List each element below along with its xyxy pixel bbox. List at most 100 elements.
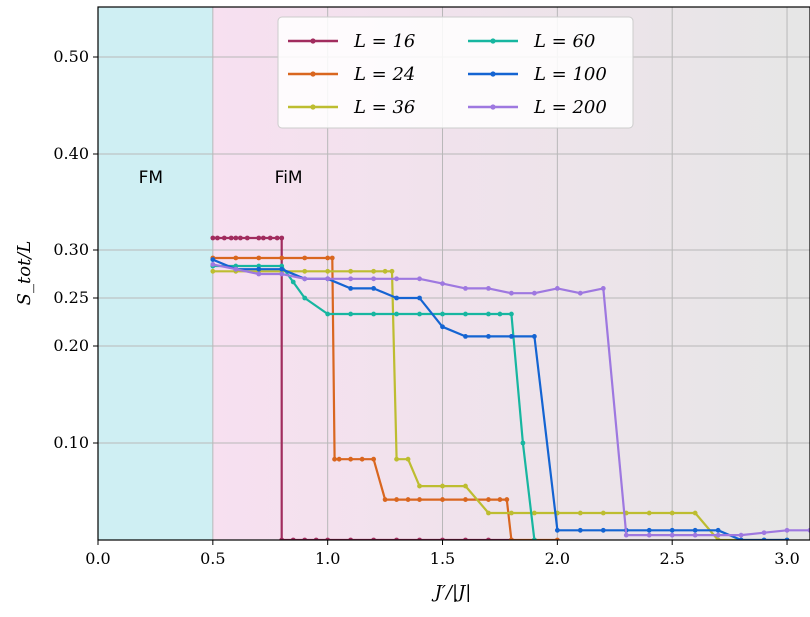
data-point	[405, 497, 411, 502]
data-point	[256, 235, 262, 241]
legend-marker	[310, 38, 316, 44]
data-point	[577, 510, 583, 516]
plot-frame	[97, 6, 810, 541]
legend: L = 16 L = 24 L = 36 L = 60 L = 100 L = 200	[277, 16, 634, 129]
data-point	[290, 279, 296, 285]
data-point	[600, 286, 606, 291]
region-label-fm: FM	[139, 168, 163, 188]
data-point	[440, 281, 445, 286]
region-labels: FM FiM	[139, 168, 303, 188]
data-point	[325, 311, 331, 317]
data-point	[509, 290, 514, 296]
data-point	[486, 510, 491, 516]
data-point	[554, 527, 560, 533]
data-point	[325, 276, 331, 282]
data-point	[371, 456, 377, 462]
data-point	[371, 268, 377, 274]
data-point	[210, 268, 216, 274]
data-point	[669, 527, 675, 533]
y-axis-ticks: 0.10 0.20 0.25 0.30 0.40 0.50	[53, 47, 98, 452]
data-point	[256, 266, 262, 272]
y-tick-label: 0.10	[53, 433, 89, 452]
data-point	[509, 311, 514, 317]
data-point	[497, 311, 503, 317]
data-point	[325, 255, 331, 261]
data-point	[486, 334, 491, 339]
data-point	[382, 497, 388, 502]
data-point	[531, 510, 537, 516]
data-point	[233, 255, 239, 261]
data-point	[692, 510, 698, 516]
data-point	[279, 255, 285, 261]
data-point	[692, 527, 698, 533]
data-point	[279, 235, 285, 241]
data-point	[371, 311, 377, 317]
data-point	[389, 268, 395, 274]
data-point	[210, 235, 216, 241]
data-point	[221, 235, 227, 241]
data-point	[394, 497, 399, 502]
data-point	[646, 510, 652, 516]
data-point	[348, 276, 354, 282]
x-tick-label: 0.0	[85, 549, 110, 568]
data-point	[531, 334, 537, 339]
data-point	[260, 235, 266, 241]
data-point	[440, 483, 445, 489]
data-point	[440, 311, 445, 317]
data-point	[440, 324, 445, 330]
data-point	[371, 286, 377, 291]
data-point	[440, 497, 445, 502]
data-point	[279, 271, 285, 277]
data-point	[329, 255, 335, 261]
x-tick-label: 2.5	[659, 549, 684, 568]
data-point	[279, 266, 285, 272]
data-point	[274, 235, 280, 241]
data-point	[463, 334, 468, 339]
legend-box	[277, 16, 634, 129]
data-point	[463, 286, 468, 291]
data-point	[302, 268, 308, 274]
legend-label: L = 16	[353, 31, 415, 52]
data-point	[256, 255, 262, 261]
data-point	[325, 268, 331, 274]
data-point	[554, 286, 560, 291]
legend-label: L = 36	[353, 97, 415, 118]
legend-label: L = 60	[533, 31, 595, 52]
data-point	[486, 286, 491, 291]
data-point	[267, 235, 273, 241]
data-point	[531, 290, 537, 296]
data-point	[210, 257, 216, 262]
data-point	[348, 311, 354, 317]
x-axis-label: J′/|J|	[431, 582, 472, 603]
legend-marker	[310, 71, 316, 77]
data-point	[509, 334, 514, 339]
data-point	[394, 295, 399, 301]
data-point	[577, 527, 583, 533]
data-point	[215, 235, 220, 241]
data-point	[577, 290, 583, 296]
data-point	[210, 262, 216, 267]
data-point	[336, 456, 342, 462]
data-point	[417, 295, 422, 301]
data-point	[520, 440, 526, 446]
data-point	[646, 532, 652, 538]
y-tick-label: 0.50	[53, 47, 89, 66]
y-tick-label: 0.20	[53, 336, 89, 355]
data-point	[394, 311, 399, 317]
data-point	[394, 276, 399, 282]
data-point	[348, 286, 354, 291]
legend-label: L = 100	[533, 64, 607, 85]
data-point	[371, 276, 377, 282]
data-point	[486, 497, 491, 502]
data-point	[692, 532, 698, 538]
data-point	[332, 456, 337, 462]
data-point	[761, 530, 767, 536]
data-point	[600, 527, 606, 533]
legend-item: L = 16	[288, 31, 415, 52]
legend-item: L = 36	[288, 97, 415, 118]
x-tick-label: 1.0	[315, 549, 340, 568]
series-layer	[210, 235, 810, 540]
x-axis-ticks: 0.0 0.5 1.0 1.5 2.0 2.5 3.0	[85, 540, 800, 568]
data-point	[600, 510, 606, 516]
